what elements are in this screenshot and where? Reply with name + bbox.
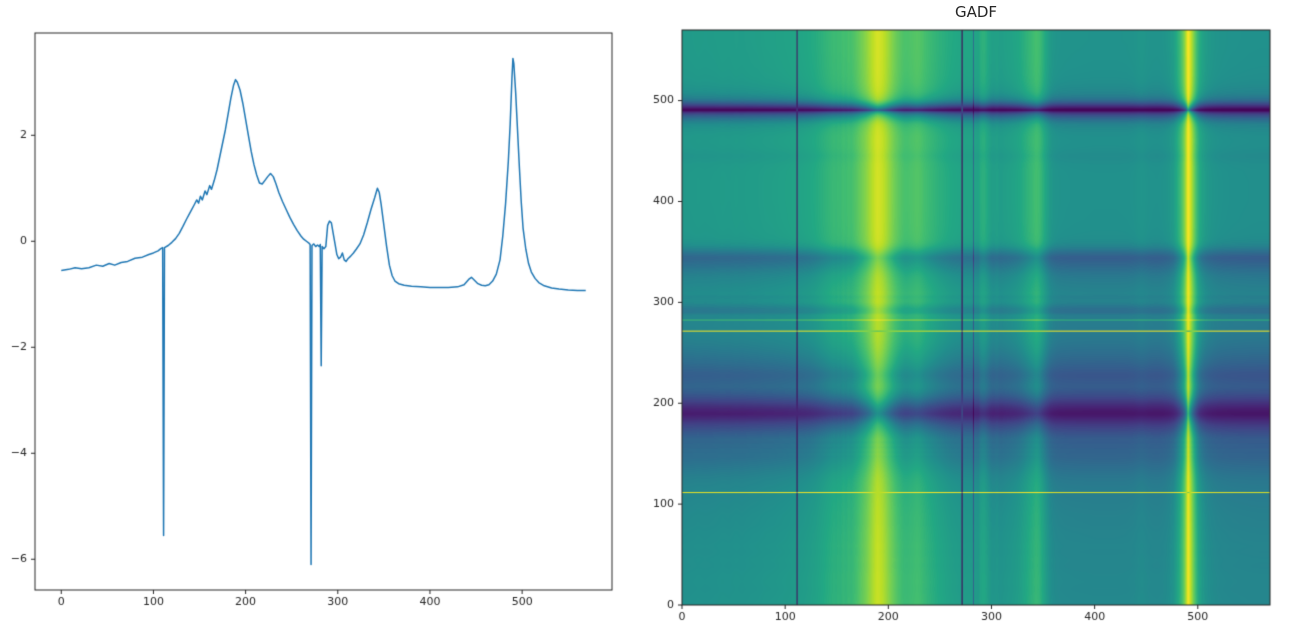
gadf-plot-title: GADF [954,3,998,21]
timeseries-line-chart-canvas [0,0,645,643]
gadf-heatmap-canvas [645,0,1291,643]
